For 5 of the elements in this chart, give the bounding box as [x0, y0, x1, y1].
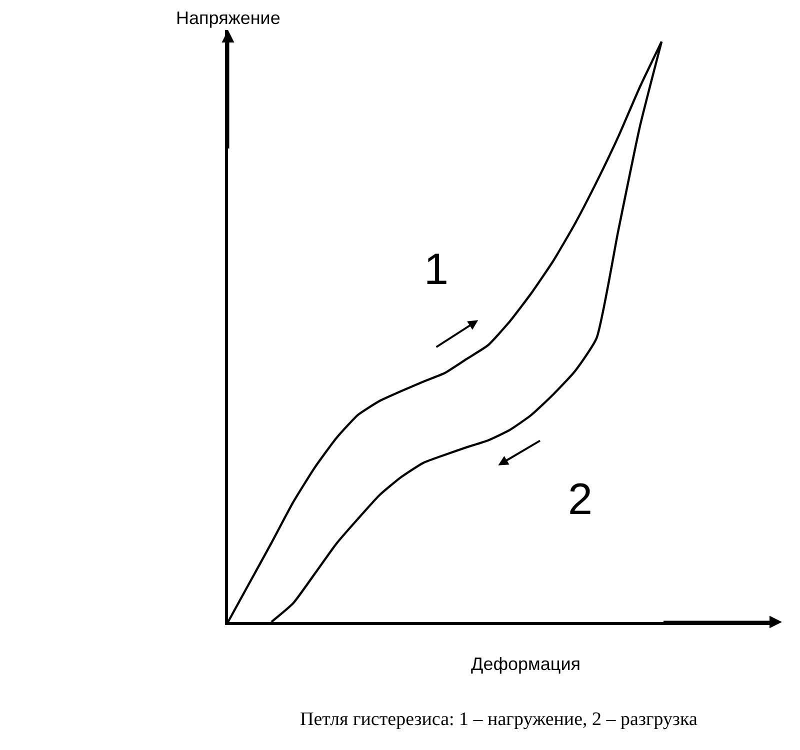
y-axis-title: Напряжение	[176, 8, 280, 28]
series-label: 1	[424, 245, 448, 294]
text: Петля гистерезиса: 1 – нагружение, 2 – разгрузка	[300, 709, 698, 730]
series-label: 2	[568, 475, 592, 524]
x-axis-title: Деформация	[471, 654, 581, 674]
